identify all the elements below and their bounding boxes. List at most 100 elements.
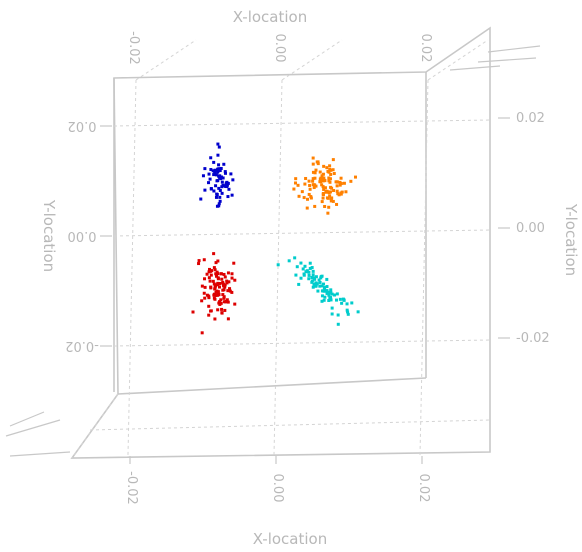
data-point-s2-81 bbox=[221, 282, 225, 286]
data-point-s3-47 bbox=[307, 270, 311, 274]
x-axis-title-bottom: X-location bbox=[253, 530, 327, 548]
data-point-s1-13 bbox=[332, 172, 336, 176]
data-point-s2-42 bbox=[213, 286, 217, 290]
data-point-s2-69 bbox=[202, 258, 206, 262]
data-point-s2-50 bbox=[223, 308, 227, 312]
data-point-s1-105 bbox=[327, 179, 331, 183]
data-point-s3-39 bbox=[318, 284, 322, 288]
data-point-s3-34 bbox=[356, 310, 360, 314]
data-point-s0-42 bbox=[229, 172, 233, 176]
data-point-s2-53 bbox=[226, 289, 230, 293]
data-point-s3-76 bbox=[341, 297, 345, 301]
y-tick-left-2: 0.02 bbox=[68, 118, 97, 133]
data-point-s1-73 bbox=[349, 179, 353, 183]
data-point-s1-24 bbox=[328, 177, 332, 181]
data-point-s2-23 bbox=[226, 271, 230, 275]
data-point-s0-54 bbox=[213, 168, 217, 172]
grid-line-y-1 bbox=[113, 229, 491, 237]
data-point-s3-46 bbox=[301, 267, 305, 271]
data-point-s3-55 bbox=[321, 282, 325, 286]
data-point-s2-105 bbox=[216, 308, 220, 312]
data-point-s0-55 bbox=[219, 166, 223, 170]
y-tick-right-0: -0.02 bbox=[516, 331, 550, 346]
data-point-s1-82 bbox=[322, 176, 326, 180]
data-point-s2-68 bbox=[233, 278, 237, 282]
grid-line-x-back-1 bbox=[281, 39, 343, 81]
grid-line-x-0 bbox=[127, 79, 137, 456]
data-point-s0-63 bbox=[213, 170, 217, 174]
data-point-s1-10 bbox=[305, 206, 309, 210]
data-point-s2-19 bbox=[216, 259, 220, 263]
data-point-s2-15 bbox=[227, 280, 231, 284]
data-point-s2-64 bbox=[225, 279, 229, 283]
data-point-s0-67 bbox=[216, 153, 220, 157]
data-point-s0-39 bbox=[216, 169, 220, 173]
data-point-s2-77 bbox=[225, 298, 229, 302]
data-point-s0-56 bbox=[219, 175, 223, 179]
data-point-s3-2 bbox=[294, 273, 298, 277]
data-point-s2-47 bbox=[232, 261, 236, 265]
data-point-s2-70 bbox=[213, 284, 217, 288]
data-point-s2-24 bbox=[214, 274, 218, 278]
data-point-s3-72 bbox=[305, 269, 309, 273]
data-point-s3-66 bbox=[308, 266, 312, 270]
data-point-s0-37 bbox=[215, 192, 219, 196]
data-point-s1-63 bbox=[330, 196, 334, 200]
grid-line-floor-mid bbox=[89, 419, 491, 431]
data-point-s2-73 bbox=[212, 252, 216, 256]
data-point-s3-79 bbox=[329, 296, 333, 300]
data-point-s1-90 bbox=[335, 184, 339, 188]
data-point-s3-74 bbox=[346, 312, 350, 316]
data-point-s2-1 bbox=[209, 273, 213, 277]
data-point-s0-29 bbox=[207, 172, 211, 176]
data-point-s0-35 bbox=[217, 186, 221, 190]
data-point-s0-65 bbox=[209, 156, 213, 160]
data-point-s2-104 bbox=[208, 279, 212, 283]
data-point-s1-5 bbox=[311, 156, 315, 160]
grid-line-x-back-2 bbox=[427, 39, 489, 81]
data-point-s1-15 bbox=[331, 168, 335, 172]
data-point-s1-31 bbox=[327, 205, 331, 209]
data-point-s1-36 bbox=[309, 196, 313, 200]
data-point-s1-14 bbox=[304, 176, 308, 180]
data-point-s1-47 bbox=[334, 180, 338, 184]
data-point-s1-77 bbox=[311, 183, 315, 187]
data-point-s0-58 bbox=[214, 195, 218, 199]
data-point-s3-59 bbox=[340, 301, 344, 305]
data-point-s1-60 bbox=[323, 179, 327, 183]
data-point-s0-41 bbox=[201, 174, 205, 178]
data-point-s0-60 bbox=[216, 142, 220, 146]
data-point-s3-22 bbox=[328, 290, 332, 294]
data-point-s2-108 bbox=[208, 267, 212, 271]
data-point-s0-51 bbox=[226, 195, 230, 199]
data-point-s1-107 bbox=[320, 174, 324, 178]
data-point-s3-14 bbox=[310, 276, 314, 280]
data-point-s3-3 bbox=[293, 256, 297, 260]
data-point-s2-49 bbox=[200, 284, 204, 288]
data-point-s2-95 bbox=[215, 270, 219, 274]
data-point-s0-19 bbox=[214, 173, 218, 177]
data-point-s2-9 bbox=[218, 281, 222, 285]
data-point-s2-21 bbox=[233, 302, 237, 306]
x-tick-top-2: 0.02 bbox=[418, 34, 433, 63]
data-point-s1-91 bbox=[339, 192, 343, 196]
data-point-s3-35 bbox=[319, 275, 323, 279]
data-point-s1-17 bbox=[328, 190, 332, 194]
data-point-s0-21 bbox=[218, 188, 222, 192]
data-point-s3-68 bbox=[336, 322, 340, 326]
data-point-s2-107 bbox=[212, 293, 216, 297]
data-point-s0-69 bbox=[211, 169, 215, 173]
grid-line-y-2 bbox=[113, 119, 491, 127]
data-point-s3-41 bbox=[312, 282, 316, 286]
data-point-s2-55 bbox=[203, 296, 207, 300]
data-point-s3-75 bbox=[313, 277, 317, 281]
data-point-s0-33 bbox=[218, 199, 222, 203]
data-point-s2-16 bbox=[213, 317, 217, 321]
data-point-s2-87 bbox=[216, 292, 220, 296]
data-point-s2-58 bbox=[219, 272, 223, 276]
data-point-s0-43 bbox=[214, 184, 218, 188]
grid-lines bbox=[71, 39, 491, 459]
data-point-s2-94 bbox=[224, 300, 228, 304]
data-point-s0-36 bbox=[222, 162, 226, 166]
